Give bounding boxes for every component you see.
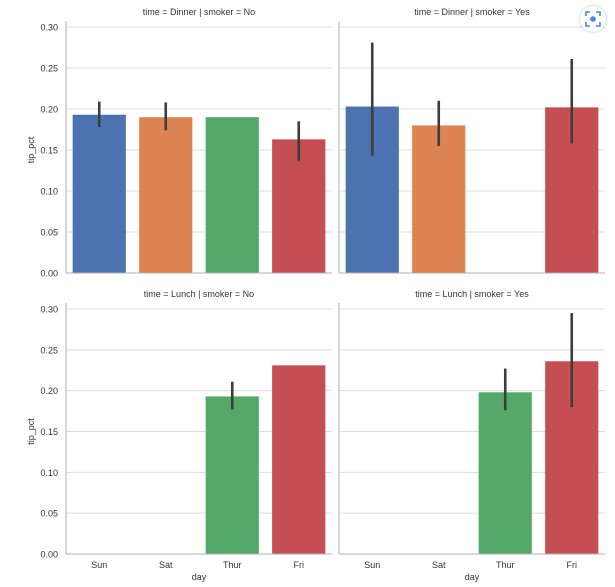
x-tick-label: Thur bbox=[223, 560, 242, 570]
y-tick-label: 0.25 bbox=[40, 64, 58, 74]
y-tick-label: 0.00 bbox=[40, 550, 58, 560]
x-axis-label: day bbox=[465, 572, 480, 582]
y-axis-label: tip_pct bbox=[26, 136, 36, 163]
y-tick-label: 0.00 bbox=[40, 269, 58, 279]
bar bbox=[272, 365, 326, 554]
bar bbox=[272, 139, 326, 273]
y-tick-label: 0.15 bbox=[40, 427, 58, 437]
x-tick-label: Thur bbox=[496, 560, 515, 570]
y-tick-label: 0.05 bbox=[40, 509, 58, 519]
bar bbox=[139, 117, 193, 273]
y-axis-label: tip_pct bbox=[26, 418, 36, 445]
y-tick-label: 0.30 bbox=[40, 23, 58, 33]
y-tick-label: 0.25 bbox=[40, 345, 58, 355]
bar bbox=[478, 392, 532, 554]
y-tick-label: 0.10 bbox=[40, 187, 58, 197]
panel-title: time = Dinner | smoker = No bbox=[143, 7, 255, 17]
y-tick-label: 0.10 bbox=[40, 468, 58, 478]
y-tick-label: 0.15 bbox=[40, 146, 58, 156]
y-tick-label: 0.30 bbox=[40, 305, 58, 315]
x-axis-label: day bbox=[192, 572, 207, 582]
bar bbox=[412, 125, 466, 274]
bar bbox=[72, 114, 126, 274]
bar bbox=[205, 396, 259, 554]
visual-search-icon[interactable] bbox=[580, 6, 606, 32]
panel-title: time = Dinner | smoker = Yes bbox=[414, 7, 530, 17]
bar bbox=[205, 117, 259, 273]
x-tick-label: Sat bbox=[159, 560, 173, 570]
panel-title: time = Lunch | smoker = No bbox=[144, 289, 254, 299]
x-tick-label: Sun bbox=[91, 560, 107, 570]
y-tick-label: 0.20 bbox=[40, 105, 58, 115]
x-tick-label: Sun bbox=[364, 560, 380, 570]
y-tick-label: 0.20 bbox=[40, 386, 58, 396]
x-tick-label: Fri bbox=[294, 560, 305, 570]
panel-title: time = Lunch | smoker = Yes bbox=[415, 289, 529, 299]
x-tick-label: Fri bbox=[567, 560, 578, 570]
x-tick-label: Sat bbox=[432, 560, 446, 570]
y-tick-label: 0.05 bbox=[40, 228, 58, 238]
